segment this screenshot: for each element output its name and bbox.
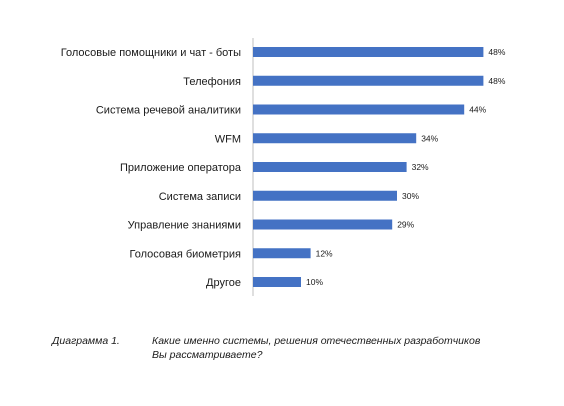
category-label: WFM: [215, 133, 241, 145]
bar: [253, 47, 484, 57]
caption-question: Какие именно системы, решения отечествен…: [152, 334, 532, 362]
value-label: 30%: [402, 191, 419, 201]
bar: [253, 104, 465, 115]
value-label: 44%: [469, 105, 486, 115]
value-label: 12%: [316, 248, 333, 258]
bars-group: [253, 47, 484, 287]
value-label: 48%: [488, 76, 505, 86]
value-labels: 48% 48% 44% 34% 32% 30% 29% 12% 10%: [306, 47, 506, 287]
category-label: Система записи: [159, 191, 241, 203]
bar: [253, 248, 311, 259]
value-label: 32%: [412, 162, 429, 172]
caption-line-2: Вы рассматриваете?: [152, 349, 263, 361]
bar: [253, 75, 484, 86]
category-label: Другое: [206, 277, 241, 289]
bar: [253, 277, 301, 287]
bar: [253, 190, 397, 201]
category-label: Система речевой аналитики: [96, 105, 241, 117]
value-label: 34%: [421, 133, 438, 143]
category-label: Голосовая биометрия: [130, 248, 242, 260]
category-label: Приложение оператора: [120, 162, 242, 174]
category-label: Управление знаниями: [128, 220, 241, 232]
bar: [253, 133, 417, 144]
category-labels: Голосовые помощники и чат - боты Телефони…: [61, 47, 242, 289]
category-label: Голосовые помощники и чат - боты: [61, 47, 241, 59]
caption-number: Диаграмма 1.: [52, 335, 120, 347]
category-label: Телефония: [183, 76, 241, 88]
value-label: 29%: [397, 220, 414, 230]
bar: [253, 162, 407, 172]
value-label: 10%: [306, 277, 323, 287]
value-label: 48%: [488, 47, 505, 57]
bar-chart: Голосовые помощники и чат - боты Телефони…: [61, 38, 506, 296]
caption-line-1: Какие именно системы, решения отечествен…: [152, 335, 481, 347]
bar: [253, 219, 393, 230]
